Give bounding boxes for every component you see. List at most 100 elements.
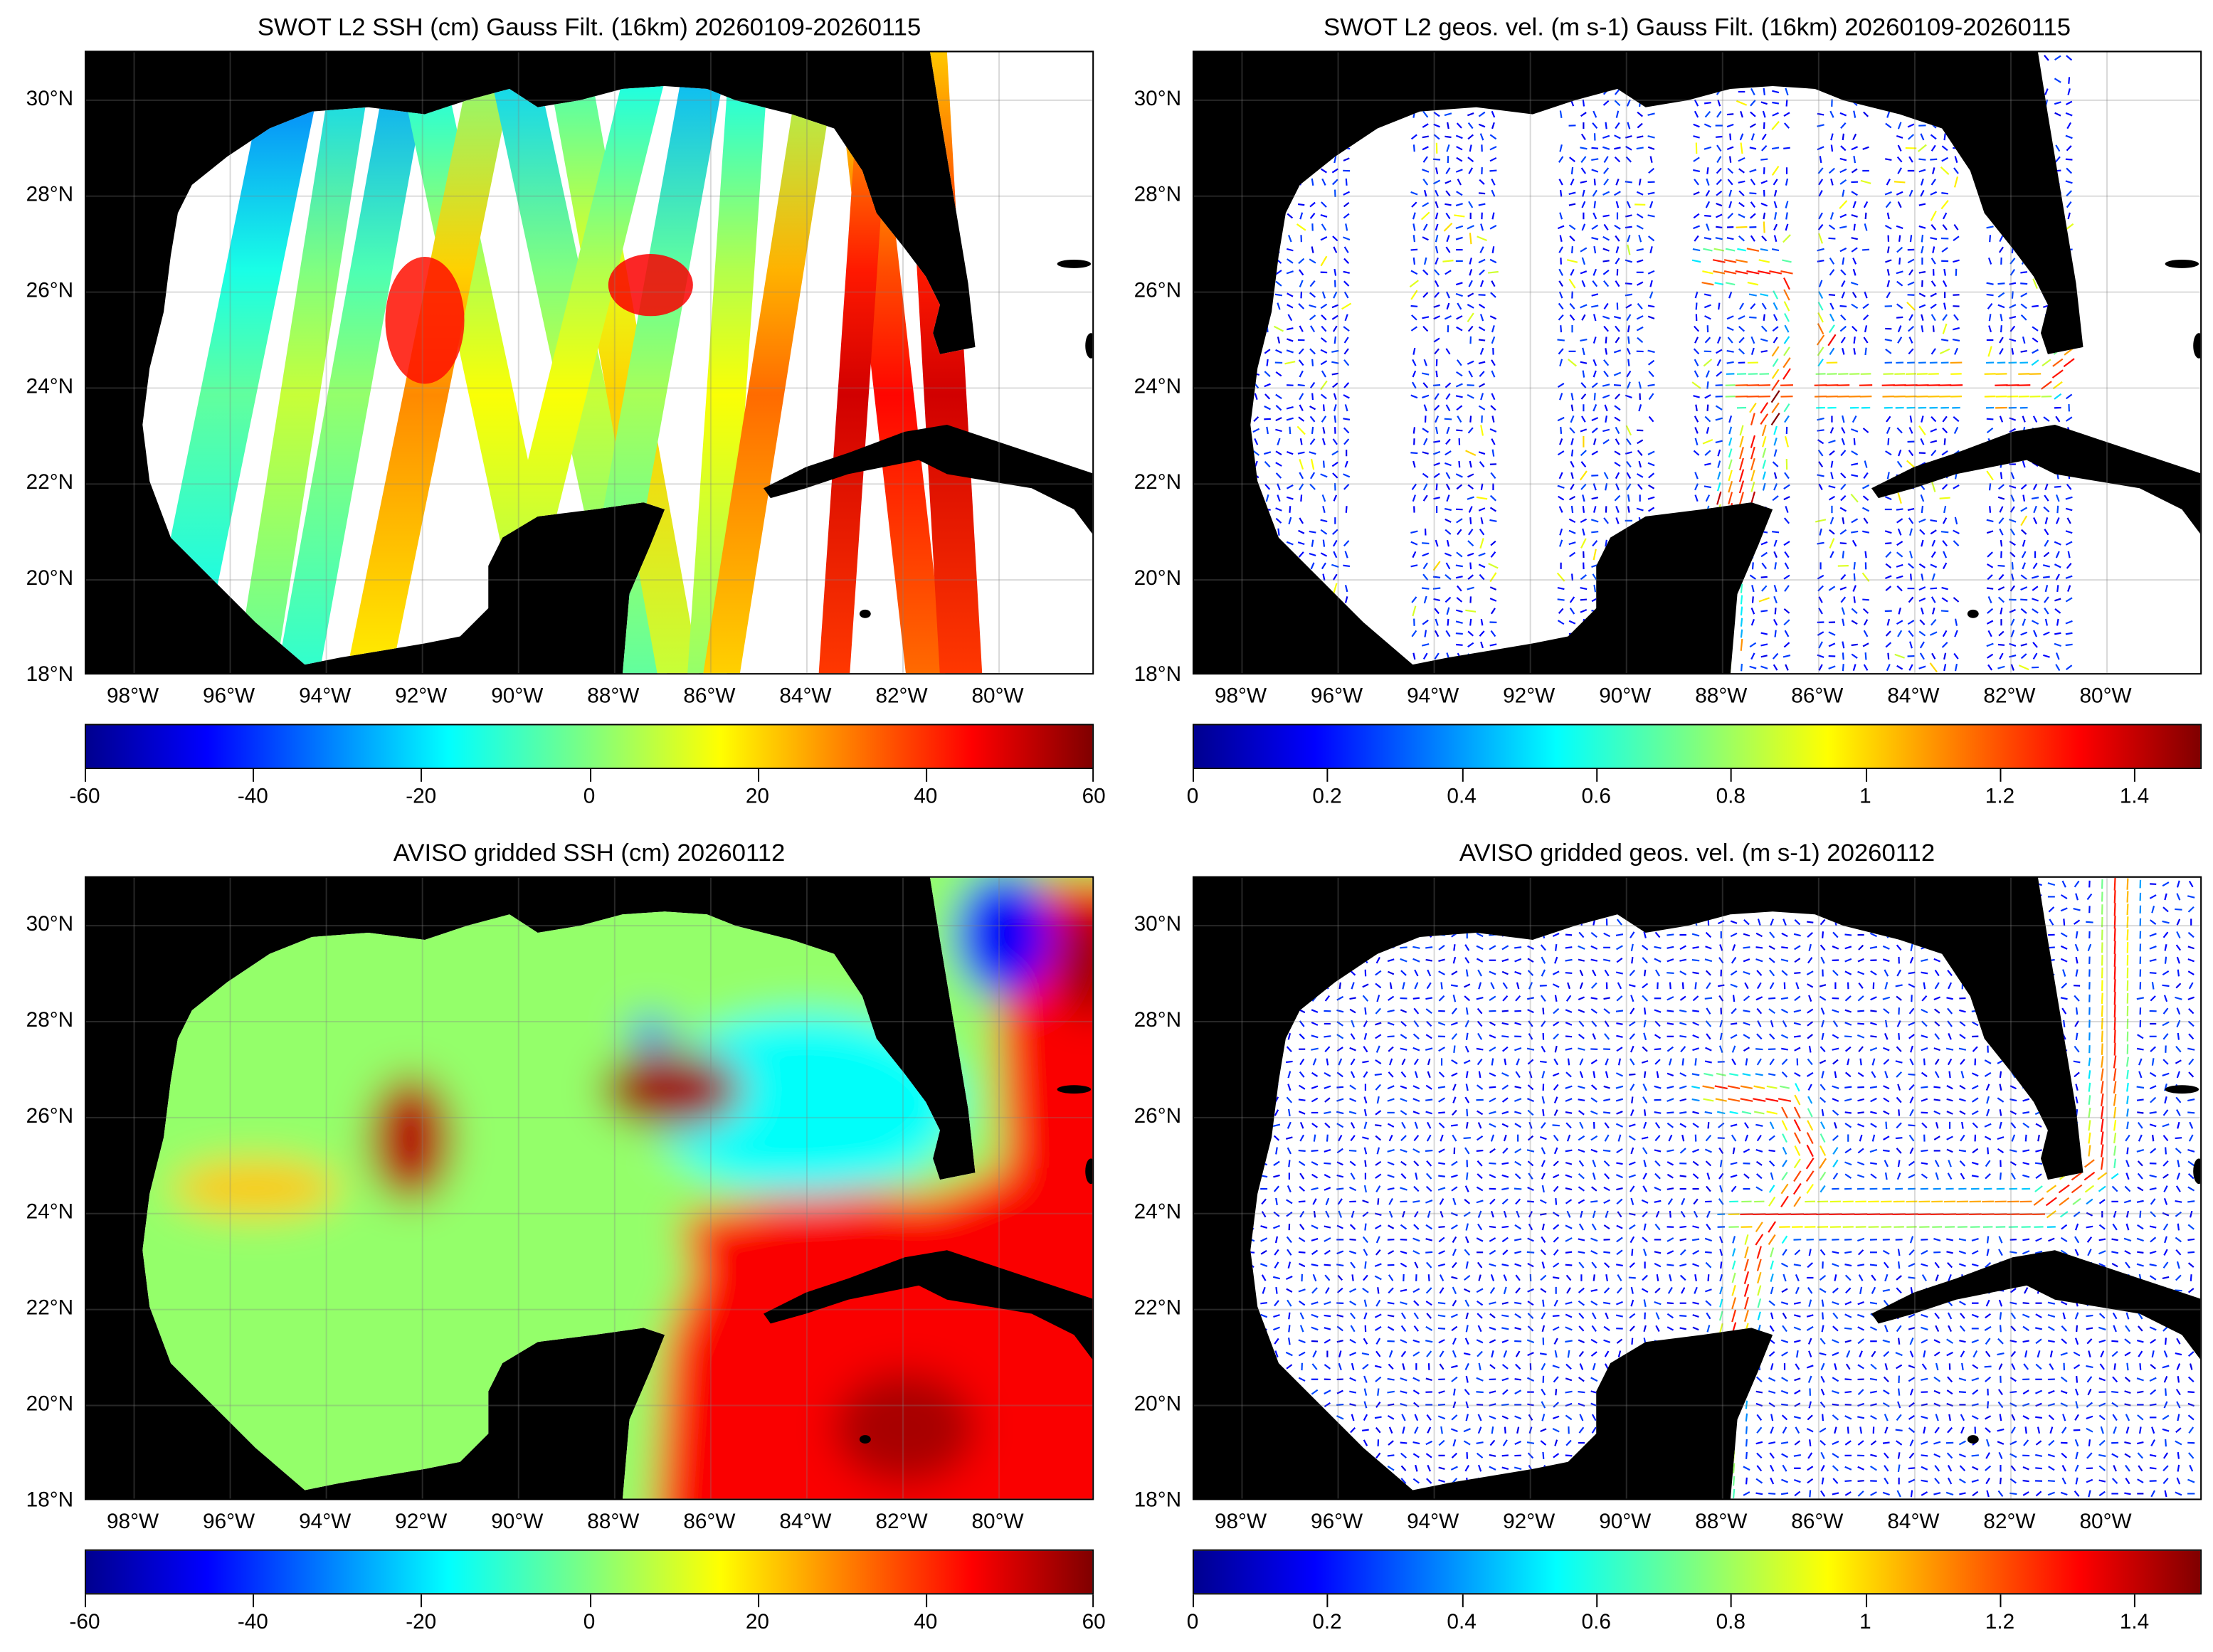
- velocity-arrow: [1842, 189, 1845, 197]
- velocity-arrow: [1756, 1135, 1762, 1142]
- velocity-arrow: [2071, 1171, 2083, 1181]
- velocity-arrow: [2060, 932, 2068, 938]
- velocity-arrow: [1693, 123, 1700, 128]
- velocity-arrow: [1943, 65, 1947, 73]
- velocity-arrow: [1760, 541, 1768, 546]
- velocity-arrow: [2000, 212, 2003, 220]
- velocity-arrow: [1828, 224, 1836, 231]
- velocity-arrow: [1617, 1058, 1622, 1066]
- velocity-arrow: [2162, 1123, 2170, 1128]
- velocity-arrow: [1427, 918, 1430, 926]
- velocity-arrow: [1260, 1021, 1268, 1027]
- velocity-arrow: [1411, 201, 1417, 208]
- velocity-arrow: [1870, 970, 1877, 976]
- velocity-arrow: [1728, 536, 1732, 550]
- velocity-arrow: [1287, 943, 1292, 951]
- velocity-arrow: [2063, 358, 2075, 368]
- velocity-arrow: [1578, 958, 1585, 962]
- velocity-arrow: [1514, 881, 1522, 886]
- velocity-arrow: [1707, 1122, 1710, 1129]
- velocity-arrow: [2066, 145, 2072, 152]
- velocity-arrow: [1842, 664, 1844, 672]
- velocity-arrow: [1413, 1135, 1420, 1142]
- velocity-arrow: [1998, 573, 2005, 581]
- velocity-arrow: [1309, 156, 1316, 163]
- velocity-arrow: [1445, 212, 1451, 220]
- velocity-arrow: [1320, 89, 1328, 95]
- velocity-arrow: [1728, 582, 1732, 595]
- swath: [702, 52, 839, 674]
- velocity-arrow: [1679, 1034, 1687, 1038]
- velocity-arrow: [1772, 101, 1780, 105]
- velocity-arrow: [1783, 484, 1790, 489]
- velocity-arrow: [1818, 291, 1824, 299]
- velocity-arrow: [1615, 618, 1620, 626]
- velocity-arrow: [1487, 270, 1499, 274]
- velocity-arrow: [1819, 156, 1822, 164]
- velocity-arrow: [1908, 1173, 1916, 1179]
- velocity-arrow: [1348, 1111, 1357, 1115]
- velocity-arrow: [2022, 133, 2026, 141]
- velocity-arrow: [1452, 1134, 1457, 1142]
- velocity-arrow: [2065, 496, 2073, 500]
- velocity-arrow: [1647, 235, 1655, 242]
- velocity-arrow: [1605, 348, 1607, 355]
- velocity-arrow: [1883, 1135, 1890, 1140]
- velocity-arrow: [1554, 956, 1558, 964]
- velocity-arrow: [1570, 483, 1575, 490]
- velocity-arrow: [2023, 919, 2029, 926]
- velocity-arrow: [1452, 1197, 1457, 1205]
- velocity-arrow: [1997, 1148, 2005, 1153]
- velocity-arrow: [2022, 933, 2030, 936]
- velocity-arrow: [1265, 494, 1269, 502]
- velocity-arrow: [1528, 1121, 1533, 1129]
- velocity-arrow: [2150, 1211, 2157, 1218]
- velocity-arrow: [1704, 997, 1713, 1000]
- velocity-arrow: [1647, 135, 1655, 139]
- velocity-arrow: [1667, 1161, 1674, 1166]
- velocity-arrow: [1501, 1010, 1509, 1012]
- velocity-arrow: [1578, 1199, 1585, 1204]
- velocity-arrow: [1706, 605, 1709, 617]
- velocity-arrow: [1695, 594, 1698, 605]
- velocity-arrow: [1692, 1034, 1699, 1039]
- velocity-arrow: [1863, 472, 1869, 479]
- velocity-arrow: [1895, 906, 1903, 912]
- velocity-arrow: [1322, 573, 1326, 581]
- velocity-arrow: [2022, 1149, 2030, 1153]
- velocity-arrow: [1286, 248, 1294, 252]
- velocity-arrow: [1726, 56, 1734, 60]
- velocity-arrow: [1565, 882, 1573, 886]
- velocity-arrow: [2012, 918, 2014, 926]
- velocity-arrow: [1704, 1111, 1713, 1114]
- velocity-arrow: [1894, 653, 1905, 659]
- velocity-arrow: [1844, 1111, 1852, 1114]
- velocity-arrow: [1839, 89, 1847, 95]
- velocity-arrow: [1852, 201, 1857, 208]
- velocity-arrow: [1908, 427, 1913, 434]
- lon-tick-label: 92°W: [1503, 684, 1556, 709]
- velocity-arrow: [1479, 461, 1485, 467]
- velocity-arrow: [1452, 995, 1457, 1002]
- velocity-arrow: [1753, 1111, 1765, 1115]
- velocity-arrow: [1553, 1224, 1560, 1230]
- velocity-arrow: [1625, 425, 1632, 436]
- velocity-arrow: [1643, 1160, 1647, 1167]
- velocity-arrow: [2009, 519, 2017, 523]
- velocity-arrow: [1603, 906, 1611, 912]
- velocity-arrow: [1490, 540, 1496, 546]
- velocity-arrow: [1998, 201, 2005, 208]
- velocity-arrow: [1333, 595, 1338, 603]
- velocity-arrow: [1343, 348, 1349, 355]
- velocity-arrow: [2018, 664, 2029, 671]
- lat-tick-label: 20°N: [26, 1392, 74, 1417]
- velocity-arrow: [1817, 449, 1824, 457]
- velocity-arrow: [1870, 1097, 1877, 1103]
- velocity-arrow: [1602, 439, 1610, 445]
- velocity-arrow: [1299, 1058, 1305, 1066]
- velocity-arrow: [1297, 169, 1305, 173]
- velocity-arrow: [1692, 1047, 1699, 1052]
- velocity-arrow: [1679, 970, 1687, 975]
- velocity-arrow: [1694, 359, 1699, 366]
- velocity-arrow: [1465, 609, 1477, 613]
